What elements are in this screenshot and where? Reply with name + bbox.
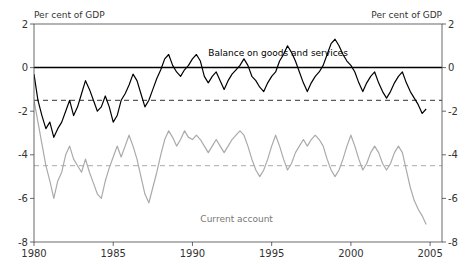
y-tick-label: -8 [18,237,28,248]
y-tick [30,111,34,112]
chart: 1980 1985 1990 1995 2000 2005 -8 -6 -4 -2 0 2 -8 -6 -4… [0,0,476,264]
y2-tick [442,111,446,112]
annotation: Current account [200,214,273,224]
x-tick [430,242,431,246]
y2-tick [442,67,446,68]
y-axis-label: Per cent of GDP [34,10,105,20]
y-tick-label: -4 [18,149,28,160]
reference-line [34,100,442,101]
x-tick [113,242,114,246]
y-tick-label: -6 [18,193,28,204]
y-tick-label: 0 [22,62,28,73]
y2-tick-label: -6 [448,193,458,204]
y2-tick [442,242,446,243]
y2-tick [442,198,446,199]
y2-tick [442,154,446,155]
x-tick-label: 1980 [21,248,46,259]
x-tick-label: 1990 [180,248,205,259]
x-tick [192,242,193,246]
y-tick [30,242,34,243]
y2-tick [442,24,446,25]
y-tick [30,24,34,25]
series-line [34,100,426,224]
x-tick-label: 1985 [100,248,125,259]
y2-tick-label: 0 [448,62,454,73]
y2-axis-label: Per cent of GDP [371,10,442,20]
plot-area [34,39,442,224]
plot-background [34,24,442,242]
annotation: Balance on goods and services [208,48,348,58]
y-tick [30,154,34,155]
x-tick [350,242,351,246]
series-line [34,39,426,137]
x-tick-label: 1995 [259,248,284,259]
x-tick [271,242,272,246]
reference-line [34,67,442,69]
x-tick [34,242,35,246]
y-tick [30,67,34,68]
y2-tick-label: -4 [448,149,458,160]
y2-tick-label: -2 [448,106,458,117]
y-tick [30,198,34,199]
y2-tick-label: -8 [448,237,458,248]
y-tick-label: -2 [18,106,28,117]
reference-line [34,165,442,166]
x-tick-label: 2005 [417,248,442,259]
plot-frame [34,24,442,242]
x-tick-label: 2000 [338,248,363,259]
y-tick-label: 2 [22,19,28,30]
y2-tick-label: 2 [448,19,454,30]
